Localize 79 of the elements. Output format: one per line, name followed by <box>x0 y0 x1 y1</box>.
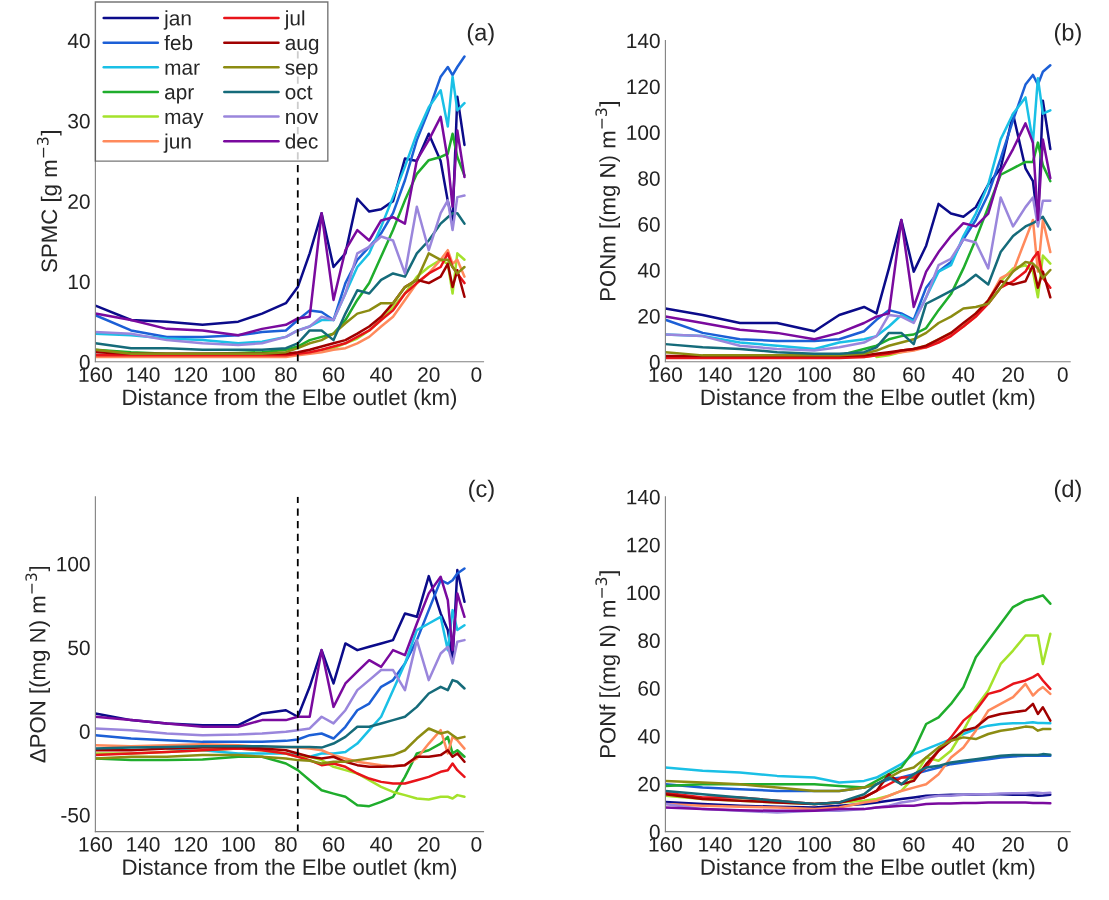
y-tick-label: 120 <box>627 537 660 553</box>
x-tick-label: 40 <box>370 837 392 852</box>
legend-label: mar <box>165 63 200 75</box>
x-tick-label: 80 <box>853 837 875 852</box>
y-axis-title: PONf [(mg N) m$^{−3}$] <box>595 571 620 758</box>
x-tick-label: 100 <box>222 837 255 852</box>
x-tick-label: 100 <box>798 367 831 382</box>
x-tick-label: 120 <box>174 837 208 852</box>
x-tick-label: 20 <box>1002 367 1024 382</box>
x-tick-label: 140 <box>127 837 160 852</box>
y-tick-label: 40 <box>67 33 90 49</box>
legend-label: dec <box>285 133 318 149</box>
y-tick-label: 100 <box>57 556 90 572</box>
y-tick-label: 80 <box>638 171 660 186</box>
x-tick-label: 80 <box>275 367 297 382</box>
y-tick-label: 80 <box>638 633 660 649</box>
y-axis-title: ΔPON [(mg N) m$^{−3}$] <box>25 566 50 763</box>
y-tick-label: 10 <box>68 274 90 290</box>
x-tick-label: 0 <box>1057 837 1068 852</box>
y-tick-label: -50 <box>61 807 90 823</box>
y-tick-label: 0 <box>79 724 90 739</box>
y-tick-label: 140 <box>627 489 660 505</box>
x-tick-label: 0 <box>471 837 482 852</box>
x-axis-title: Distance from the Elbe outlet (km) <box>123 388 457 410</box>
x-tick-label: 80 <box>275 837 297 852</box>
x-tick-label: 60 <box>903 367 925 382</box>
y-tick-label: 140 <box>627 33 660 49</box>
x-tick-label: 80 <box>853 367 875 382</box>
x-tick-label: 140 <box>699 367 732 382</box>
y-tick-label: 40 <box>637 728 660 744</box>
x-tick-label: 60 <box>903 837 925 852</box>
annotation: (b) <box>1054 23 1081 46</box>
x-tick-label: 40 <box>370 367 392 382</box>
y-tick-label: 50 <box>68 640 90 656</box>
y-tick-label: 100 <box>627 585 660 601</box>
x-tick-label: 20 <box>418 367 440 382</box>
x-tick-label: 100 <box>798 837 831 852</box>
y-tick-label: 20 <box>638 308 660 324</box>
x-axis-title: Distance from the Elbe outlet (km) <box>123 858 457 880</box>
y-tick-label: 100 <box>627 125 660 141</box>
x-tick-label: 60 <box>322 837 345 852</box>
y-axis-title: PONm [(mg N) m$^{−3}$] <box>595 101 620 301</box>
y-tick-label: 40 <box>637 263 660 278</box>
y-axis-title: SPMC [g m$^{−3}$] <box>36 130 62 272</box>
legend-label: aug <box>285 38 319 55</box>
x-tick-label: 140 <box>699 837 732 852</box>
x-tick-label: 120 <box>748 367 782 382</box>
x-tick-label: 40 <box>952 837 975 852</box>
y-tick-label: 20 <box>638 776 660 792</box>
x-tick-label: 40 <box>952 367 975 382</box>
x-tick-label: 20 <box>1002 837 1024 852</box>
x-tick-label: 0 <box>471 367 482 382</box>
x-tick-label: 20 <box>418 837 440 852</box>
x-tick-label: 120 <box>174 367 208 382</box>
legend-label: jun <box>163 133 191 153</box>
legend-label: apr <box>165 88 194 104</box>
y-tick-label: 120 <box>627 79 660 95</box>
legend-label: nov <box>286 112 319 125</box>
x-axis-title: Distance from the Elbe outlet (km) <box>701 858 1035 880</box>
x-tick-label: 140 <box>127 367 160 382</box>
x-tick-label: 0 <box>1057 367 1068 382</box>
x-tick-label: 60 <box>322 367 345 382</box>
legend-label: feb <box>164 34 193 51</box>
y-tick-label: 60 <box>638 681 660 696</box>
legend-label: oct <box>285 85 313 100</box>
y-tick-label: 60 <box>638 217 660 232</box>
legend-label: sep <box>285 63 318 79</box>
y-tick-label: 20 <box>68 194 90 209</box>
x-axis-title: Distance from the Elbe outlet (km) <box>701 388 1035 410</box>
annotation: (d) <box>1054 479 1081 502</box>
x-tick-label: 100 <box>222 367 255 382</box>
legend-label: jul <box>284 10 305 30</box>
annotation: (a) <box>467 23 494 46</box>
x-tick-label: 120 <box>748 837 782 852</box>
x-tick-label: 160 <box>79 837 112 852</box>
legend-label: jan <box>163 10 191 30</box>
legend-label: may <box>165 112 204 129</box>
annotation: (c) <box>469 479 494 502</box>
y-tick-label: 30 <box>68 113 90 129</box>
